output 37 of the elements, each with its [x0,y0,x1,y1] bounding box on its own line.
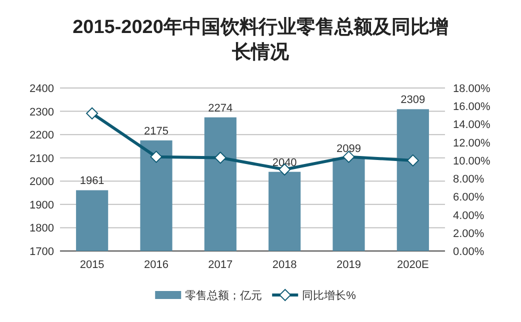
y-tick-label: 1900 [30,199,54,212]
x-tick-label: 2015 [80,259,104,271]
y2-tick-label: 6.00% [453,192,484,204]
y2-tick-label: 4.00% [453,210,484,222]
y2-tick-label: 16.00% [453,101,491,114]
y-tick-label: 2200 [30,130,54,142]
x-tick-label: 2019 [336,259,361,271]
y2-tick-label: 0.00% [453,246,484,258]
legend-label: 同比增长% [302,289,356,302]
y-tick-label: 2300 [30,106,54,118]
data-label: 1961 [80,175,104,188]
y2-tick-label: 18.00% [453,83,491,95]
y2-tick-label: 10.00% [453,155,491,168]
data-label: 2274 [208,102,233,114]
y-tick-label: 1800 [30,222,54,235]
point [406,154,419,166]
legend-label: 零售总额；亿元 [185,289,262,302]
y2-tick-label: 14.00% [453,119,491,132]
title: 2015-2020年中国饮料行业零售总额及同比增长情况 [72,17,448,63]
data-label: 2040 [272,156,297,169]
x-tick-label: 2018 [272,259,297,271]
data-label: 2099 [336,143,361,156]
data-label: 2175 [144,125,168,138]
y2-tick-label: 12.00% [453,137,491,150]
y-tick-label: 2000 [30,176,54,188]
y2-tick-label: 2.00% [453,228,484,240]
y-tick-label: 2400 [30,83,54,95]
y-tick-label: 1700 [30,246,54,258]
y2-tick-label: 8.00% [453,174,484,186]
x-tick-label: 2016 [144,259,168,271]
point [86,107,98,120]
x-tick-label: 2020E [397,259,429,271]
data-label: 2309 [400,94,426,106]
y-tick-label: 2100 [30,152,54,165]
point [214,152,226,164]
x-tick-label: 2017 [208,259,233,271]
point [150,150,162,163]
